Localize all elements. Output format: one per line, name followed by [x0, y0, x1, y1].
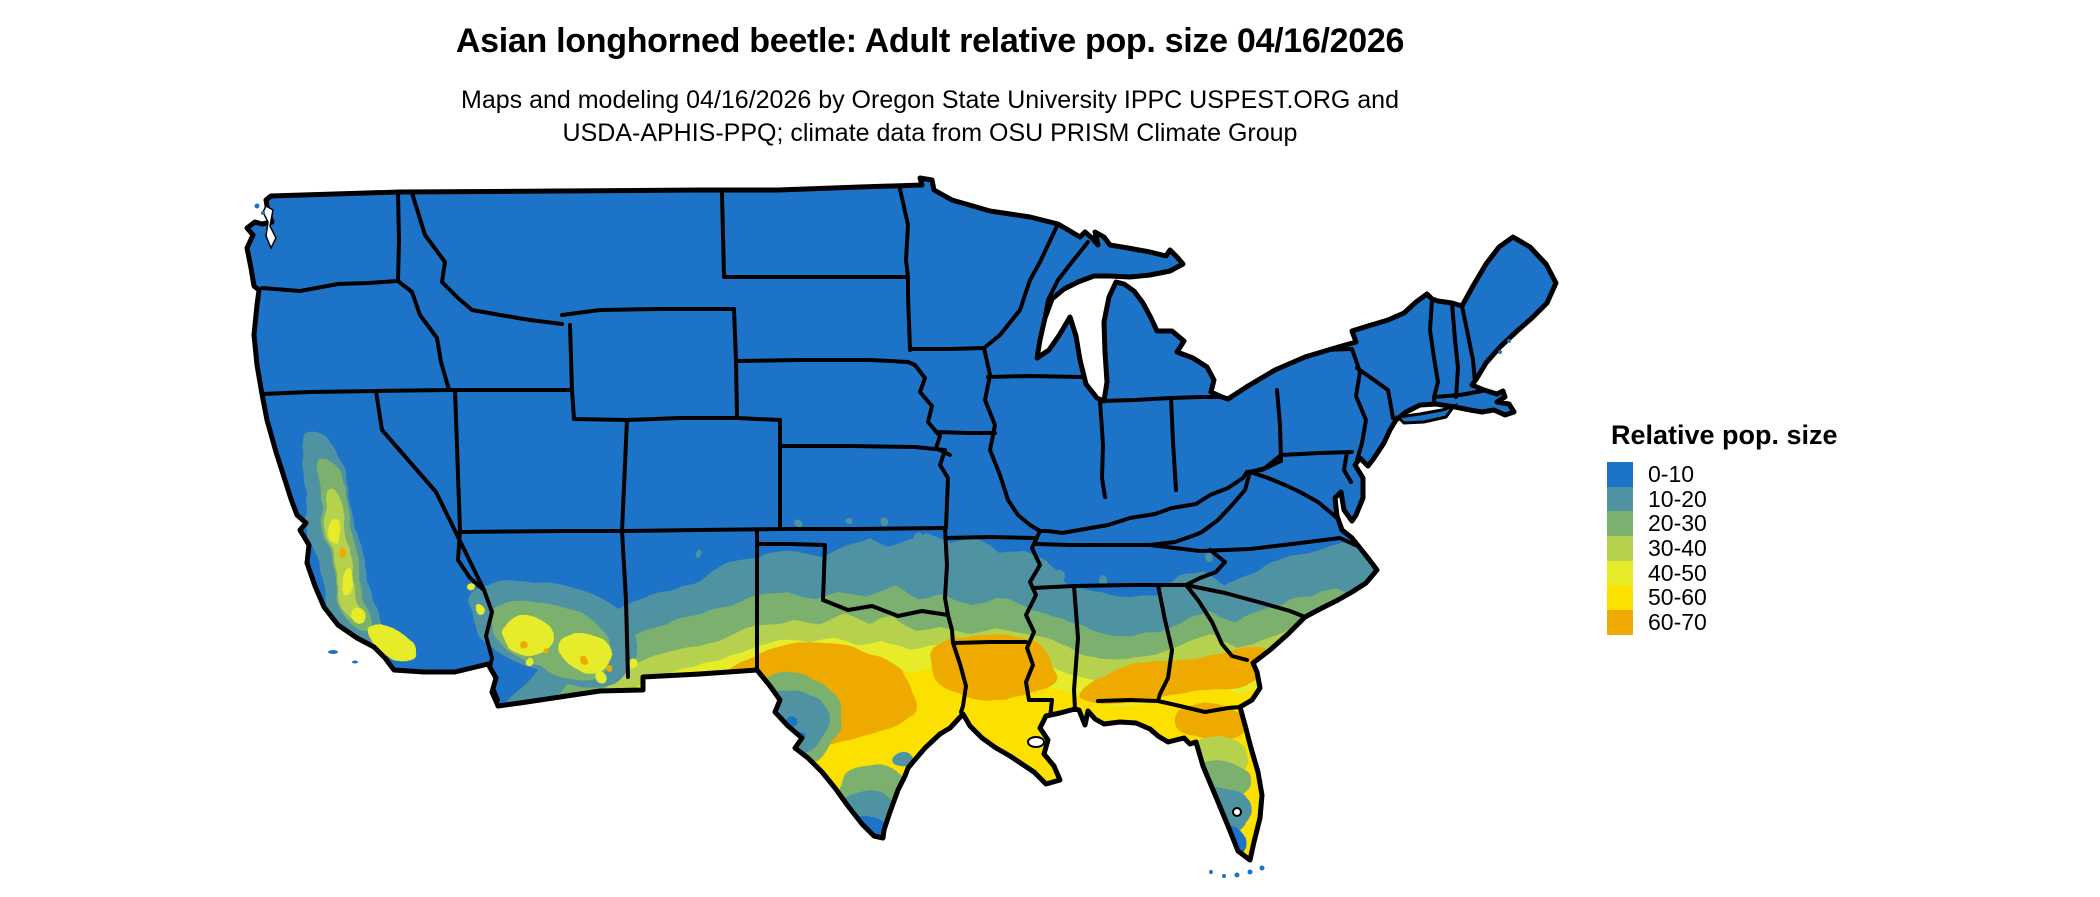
pocket-ca-yellow	[343, 568, 355, 592]
legend-swatch	[1607, 486, 1633, 512]
legend-item: 10-20	[1607, 485, 1838, 512]
pocket-ca-orange	[338, 548, 346, 556]
legend-swatch	[1607, 585, 1633, 611]
teal-speck	[895, 543, 905, 553]
legend-label: 10-20	[1648, 485, 1707, 512]
pocket-aznm-orange	[545, 649, 551, 655]
legend-swatch	[1607, 610, 1633, 635]
title-block: Asian longhorned beetle: Adult relative …	[0, 22, 1860, 61]
page-title: Asian longhorned beetle: Adult relative …	[455, 22, 1405, 60]
state-borders-lakes	[982, 222, 1283, 535]
pocket-ca-yellow	[331, 516, 343, 544]
legend-label: 50-60	[1648, 584, 1707, 611]
legend-swatch	[1607, 560, 1633, 586]
pocket-aznm-yellow	[522, 657, 532, 667]
legend-item: 50-60	[1607, 584, 1838, 611]
subtitle-block: Maps and modeling 04/16/2026 by Oregon S…	[0, 84, 1860, 150]
pocket-aznm-orange	[584, 656, 592, 664]
legend-label: 30-40	[1648, 534, 1707, 561]
subtitle-line-2: USDA-APHIS-PPQ; climate data from OSU PR…	[562, 119, 1298, 147]
legend: Relative pop. size 0-10 10-20 20-30 30-4…	[1607, 420, 1838, 635]
pocket-aznm-yellow	[629, 661, 639, 671]
legend-item: 0-10	[1607, 460, 1838, 487]
island-specks	[254, 203, 1511, 878]
legend-swatch	[1607, 511, 1633, 537]
legend-label: 20-30	[1648, 510, 1707, 537]
legend-item: 30-40	[1607, 534, 1838, 561]
long-island	[1394, 403, 1458, 425]
state-borders	[260, 187, 1484, 734]
band-60-70-florida	[1173, 708, 1248, 742]
legend-item: 20-30	[1607, 510, 1838, 537]
band-60-70-georgia	[1077, 644, 1273, 702]
pocket-aznm-yellow	[473, 605, 483, 615]
legend-item: 40-50	[1607, 559, 1838, 586]
legend-title: Relative pop. size	[1611, 420, 1838, 450]
pocket-ca-yellow	[354, 607, 368, 625]
legend-label: 0-10	[1648, 460, 1695, 487]
pocket-bigbend-blue	[785, 713, 795, 723]
teal-speck	[926, 548, 934, 556]
legend-swatch	[1607, 536, 1633, 561]
teal-speck	[1055, 569, 1065, 579]
legend-item: 60-70	[1607, 608, 1838, 635]
teal-speck	[697, 549, 703, 555]
puget-sound	[262, 204, 277, 250]
pocket-nv-yellow	[468, 584, 476, 592]
state-borders-plains	[755, 187, 1054, 734]
pocket-aznm-yellow	[561, 634, 614, 671]
legend-label: 40-50	[1648, 559, 1707, 586]
teal-speck	[796, 516, 804, 524]
legend-rows: 0-10 10-20 20-30 30-40 40-50 50-60 60-70	[1607, 460, 1838, 635]
legend-swatch	[1607, 462, 1633, 487]
teal-speck	[954, 552, 962, 560]
pocket-aznm-orange	[609, 663, 615, 669]
lake-pontchartrain	[1027, 736, 1045, 748]
teal-speck	[882, 518, 890, 526]
subtitle-line-1: Maps and modeling 04/16/2026 by Oregon S…	[461, 86, 1399, 114]
pocket-aznm-orange	[518, 638, 526, 646]
lake-okeechobee	[1232, 807, 1242, 817]
state-borders-west	[260, 191, 947, 702]
teal-speck	[847, 519, 853, 525]
teal-speck	[918, 532, 926, 540]
legend-label: 60-70	[1648, 608, 1707, 635]
pocket-aznm-yellow	[596, 668, 608, 680]
pocket-aznm-yellow	[500, 616, 556, 656]
band-60-70-louisiana	[928, 631, 1055, 700]
